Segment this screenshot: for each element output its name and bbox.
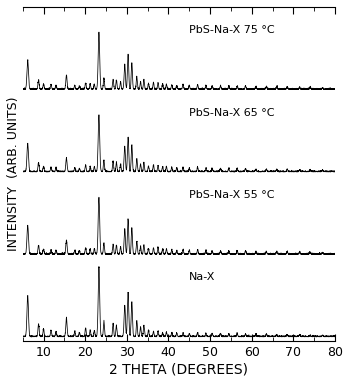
Text: Na-X: Na-X bbox=[189, 272, 216, 282]
Y-axis label: INTENSITY  (ARB. UNITS): INTENSITY (ARB. UNITS) bbox=[7, 97, 20, 251]
Text: PbS-Na-X 75 °C: PbS-Na-X 75 °C bbox=[189, 25, 275, 35]
Text: PbS-Na-X 65 °C: PbS-Na-X 65 °C bbox=[189, 108, 275, 118]
X-axis label: 2 THETA (DEGREES): 2 THETA (DEGREES) bbox=[110, 362, 248, 376]
Text: PbS-Na-X 55 °C: PbS-Na-X 55 °C bbox=[189, 190, 275, 200]
